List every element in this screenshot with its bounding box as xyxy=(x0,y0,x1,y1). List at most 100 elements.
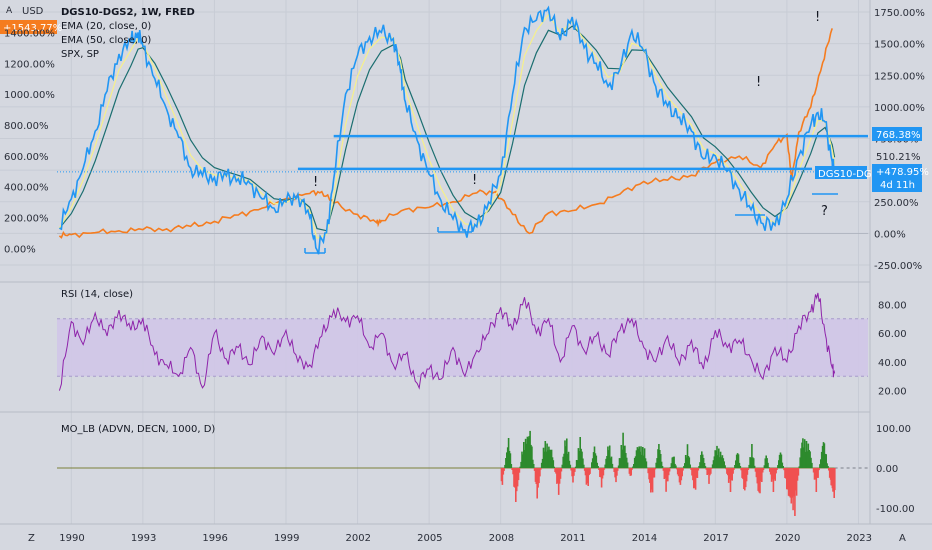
mo-lb-bar xyxy=(504,464,506,468)
mo-lb-bar xyxy=(780,454,783,468)
mo-lb-bar xyxy=(675,465,677,468)
mo-lb-bar xyxy=(819,464,821,468)
mo-lb-bar xyxy=(596,462,598,468)
mo-lb-bar xyxy=(609,458,612,468)
mo-lb-bar xyxy=(816,468,818,478)
mo-lb-bar xyxy=(542,447,545,468)
spx-value-tag xyxy=(0,20,57,34)
mo-lb-bar xyxy=(555,468,557,474)
timezone-icon[interactable]: Z xyxy=(28,533,35,544)
mo-lb-bar xyxy=(502,468,505,475)
mo-lb-bar xyxy=(727,468,729,476)
mo-lb-bar xyxy=(619,458,622,468)
mo-lb-bar xyxy=(684,463,686,468)
price-tag-768-text: 768.38% xyxy=(876,130,921,141)
mo-lb-bar xyxy=(557,468,560,495)
mo-lb-bar xyxy=(748,464,750,468)
rsi-price-axis[interactable]: 80.00 60.00 40.00 20.00 xyxy=(878,300,907,397)
mo-lb-bar xyxy=(549,450,552,468)
mo-lb-bar xyxy=(770,468,773,482)
legend-rsi[interactable]: RSI (14, close) xyxy=(61,289,133,300)
mo-lb-bar xyxy=(635,450,638,468)
mo-lb-bar xyxy=(633,457,636,468)
time-axis-tick: 1990 xyxy=(59,533,84,544)
mo-lb-bar xyxy=(828,468,830,471)
mo-lb-bar xyxy=(650,468,653,490)
mo-lb-bar xyxy=(792,468,794,511)
time-axis[interactable]: 1990 1993 1996 1999 2002 2005 2008 2011 2014 2017… xyxy=(59,533,872,544)
bottom-brackets[interactable] xyxy=(304,193,838,254)
mo-lb-bar xyxy=(820,451,823,468)
mo-lb-bar xyxy=(659,454,662,468)
mo-lb-bar xyxy=(651,468,654,493)
mo-lb-bar xyxy=(524,438,527,468)
mo-lb-bar xyxy=(579,437,581,468)
mo-lb-bar xyxy=(552,460,555,468)
mo-lb-bar xyxy=(677,468,680,477)
mo-lb-bar xyxy=(573,468,575,476)
legend-spx[interactable]: SPX, SP xyxy=(61,49,99,60)
mo-lb-bar xyxy=(545,451,547,468)
mo-lb-bar xyxy=(735,454,738,468)
mo-lb-bar xyxy=(566,438,568,468)
mo-lb-bar xyxy=(742,468,744,480)
mo-lb-bar xyxy=(743,468,745,489)
price-tag-510-text: 510.21% xyxy=(876,152,921,163)
mo-lb-bar xyxy=(599,468,601,477)
mo-lb-bar xyxy=(612,467,615,468)
legend-main-symbol[interactable]: DGS10-DGS2, 1W, FRED xyxy=(61,7,195,18)
mo-lb-bar xyxy=(778,454,781,468)
mo-lb-bar xyxy=(680,468,683,481)
mo-lb-bar xyxy=(530,444,532,468)
mo-lb-series xyxy=(500,430,836,516)
mo-lb-bar xyxy=(710,468,712,474)
legend-ema50[interactable]: EMA (50, close, 0) xyxy=(61,35,151,46)
mo-lb-bar xyxy=(688,457,691,468)
time-axis-tick: 2017 xyxy=(703,533,728,544)
mo-lb-bar xyxy=(732,468,734,474)
legend-ema20[interactable]: EMA (20, close, 0) xyxy=(61,21,151,32)
mo-lb-bar xyxy=(637,448,640,468)
mo-lb-bar xyxy=(730,468,733,480)
mo-lb-bar xyxy=(787,468,790,496)
mo-lb-bar xyxy=(543,451,546,468)
mo-lb-bar xyxy=(661,466,664,468)
auto-scale-icon[interactable]: A xyxy=(899,533,906,544)
mo-lb-bar xyxy=(554,468,556,472)
time-axis-tick: 1996 xyxy=(202,533,227,544)
symbol-name-tag[interactable] xyxy=(815,166,867,179)
mo-lb-bar xyxy=(625,457,628,468)
mo-lb-bar xyxy=(620,445,623,468)
mo-lb-bar xyxy=(644,458,647,468)
mo-lb-bar xyxy=(588,468,590,476)
mo-lb-bar xyxy=(804,451,807,468)
mo-lb-bar xyxy=(724,465,726,468)
mo-price-axis[interactable]: 100.00 0.00 -100.00 xyxy=(876,424,915,515)
mo-lb-bar xyxy=(803,439,806,468)
mo-lb-bar xyxy=(662,468,665,471)
mo-lb-bar xyxy=(613,468,615,472)
bracket-2000[interactable] xyxy=(304,248,326,254)
mo-lb-bar xyxy=(756,468,759,484)
mo-lb-bar xyxy=(744,468,747,488)
price-tag-768[interactable] xyxy=(872,127,922,141)
mo-lb-bar xyxy=(544,441,547,468)
mo-lb-bar xyxy=(681,468,683,477)
legend-mo-lb[interactable]: MO_LB (ADVN, DECN, 1000, D) xyxy=(61,424,215,435)
mo-lb-bar xyxy=(667,468,670,476)
currency-label[interactable]: USD xyxy=(22,6,44,17)
mo-lb-bar xyxy=(679,468,682,485)
mo-lb-bar xyxy=(805,441,808,468)
bracket-2006[interactable] xyxy=(437,227,473,233)
mo-lb-bar xyxy=(608,445,611,468)
mo-lb-bar xyxy=(587,468,589,486)
rsi-axis-tick: 60.00 xyxy=(878,329,907,340)
annotation-question: ? xyxy=(821,204,828,219)
mo-lb-bar xyxy=(624,445,626,468)
mo-lb-bar xyxy=(776,468,778,470)
left-price-axis[interactable]: 1400.00% 1200.00% 1000.00% 800.00% 600.00% 40… xyxy=(4,28,55,255)
mo-lb-bar xyxy=(784,468,786,478)
current-value-tag[interactable] xyxy=(872,164,922,192)
mo-lb-bar xyxy=(769,468,772,475)
